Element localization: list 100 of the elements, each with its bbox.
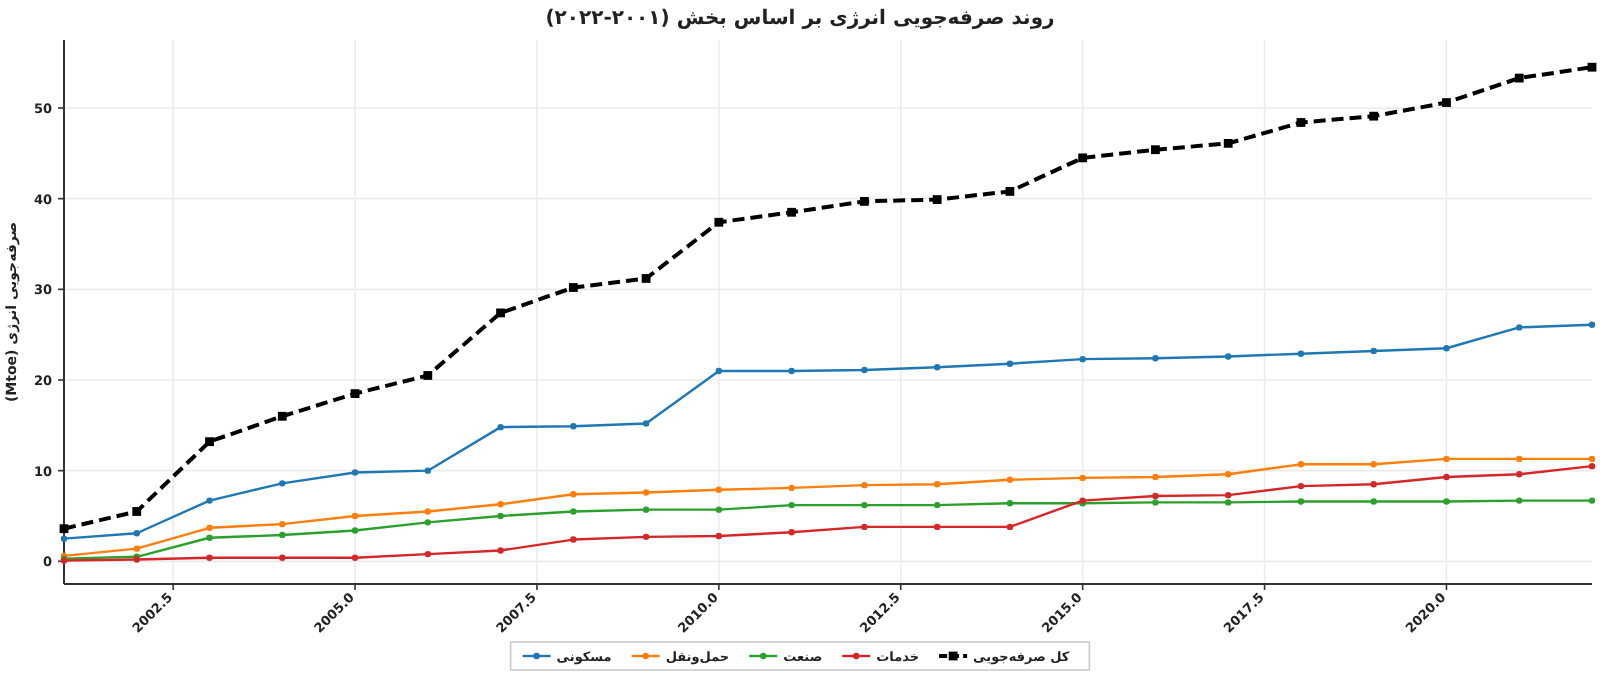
point: [788, 367, 795, 375]
point: [1297, 350, 1305, 357]
point: [279, 480, 286, 487]
point: [497, 512, 504, 520]
point: [351, 527, 359, 534]
point: [788, 529, 795, 536]
point: [1006, 523, 1014, 531]
point: [1442, 98, 1451, 107]
point: [59, 524, 69, 534]
point: [642, 533, 650, 541]
point: [496, 308, 505, 318]
point: [1297, 461, 1305, 468]
point: [206, 554, 213, 561]
point: [424, 550, 432, 558]
point: [788, 484, 795, 492]
point: [933, 523, 941, 531]
point: [1443, 455, 1450, 463]
point: [933, 501, 941, 509]
point: [424, 508, 432, 515]
point: [715, 506, 723, 513]
point: [497, 547, 504, 554]
point: [715, 486, 723, 493]
point: [497, 423, 504, 431]
point: [714, 217, 724, 227]
point: [1224, 491, 1232, 499]
point: [497, 501, 504, 508]
point: [933, 364, 941, 371]
point: [1516, 497, 1523, 504]
point: [932, 195, 942, 204]
point: [1297, 482, 1305, 490]
point: [1588, 321, 1596, 328]
point: [1588, 455, 1596, 463]
point: [1152, 492, 1159, 500]
point: [1006, 360, 1014, 367]
point: [570, 491, 577, 498]
point: [641, 274, 651, 283]
point: [642, 420, 650, 427]
point: [861, 523, 868, 531]
point: [1443, 498, 1450, 505]
point: [1588, 497, 1596, 504]
point: [205, 437, 214, 447]
point: [424, 467, 432, 474]
point: [1370, 347, 1377, 355]
point: [715, 367, 723, 375]
chart-title: روند صرفه‌جویی انرژی بر اساس بخش (۲۰۰۱-۲۰۲۲): [545, 8, 1056, 30]
point: [350, 389, 360, 398]
point: [1514, 73, 1524, 83]
point: [424, 519, 432, 526]
point: [279, 531, 286, 539]
point: [1369, 111, 1379, 121]
point: [279, 520, 286, 528]
point: [1151, 145, 1160, 155]
point: [570, 423, 577, 430]
point: [1516, 471, 1523, 478]
point: [1152, 355, 1159, 362]
point: [861, 366, 868, 374]
point: [351, 512, 359, 520]
point: [60, 535, 68, 542]
point: [1078, 153, 1088, 163]
point: [1297, 498, 1305, 505]
point: [423, 371, 433, 380]
point: [861, 501, 868, 509]
point: [1587, 62, 1597, 72]
point: [568, 283, 578, 292]
point: [570, 536, 577, 543]
point: [132, 507, 142, 516]
point: [1006, 500, 1014, 507]
point: [787, 207, 797, 217]
point: [642, 506, 650, 513]
point: [351, 469, 359, 476]
point: [715, 532, 723, 540]
point: [133, 530, 140, 537]
point: [1370, 481, 1377, 488]
point: [642, 489, 650, 496]
point: [1005, 187, 1015, 196]
point: [277, 411, 287, 421]
point: [788, 501, 795, 509]
point: [1006, 476, 1014, 483]
point: [1443, 473, 1450, 481]
point: [1079, 474, 1086, 482]
point: [1516, 324, 1523, 331]
point: [133, 545, 140, 552]
point: [1223, 138, 1233, 148]
point: [1152, 473, 1159, 481]
point: [1296, 118, 1306, 127]
point: [859, 196, 869, 206]
point: [1079, 355, 1086, 363]
point: [1370, 461, 1377, 468]
point: [1443, 345, 1450, 352]
point: [1224, 499, 1232, 506]
point: [206, 524, 213, 531]
point: [351, 554, 359, 561]
point: [1224, 353, 1232, 360]
point: [1152, 499, 1159, 506]
point: [933, 481, 941, 488]
point: [1224, 471, 1232, 478]
point: [861, 481, 868, 489]
point: [206, 497, 213, 504]
point: [570, 508, 577, 515]
point: [1588, 462, 1596, 470]
